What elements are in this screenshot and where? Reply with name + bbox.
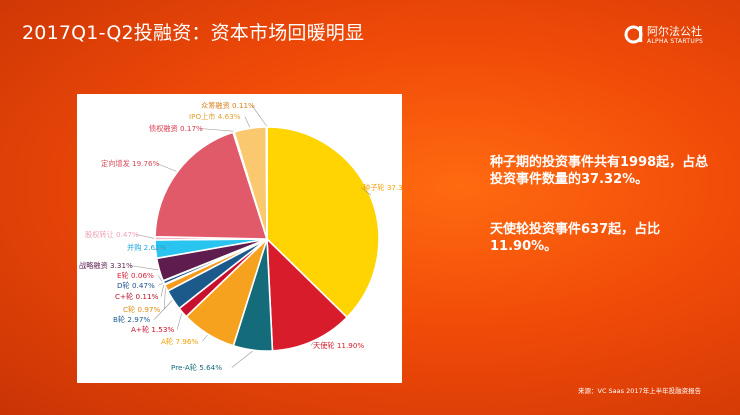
leader-line-14 bbox=[199, 128, 234, 132]
pie-chart: 种子轮 37.32% 天使轮 11.90% Pre-A轮 5.64% A轮 7.96%… bbox=[79, 101, 402, 372]
slice-label-15: IPO上市 4.63% bbox=[189, 112, 241, 121]
slice-label-14: 债权融资 0.17% bbox=[149, 124, 203, 133]
leader-line-16 bbox=[251, 105, 267, 127]
leader-line-1 bbox=[310, 341, 314, 346]
slice-label-9: E轮 0.06% bbox=[117, 271, 154, 280]
slice-label-10: 战略融资 3.31% bbox=[79, 261, 133, 270]
slice-label-2: Pre-A轮 5.64% bbox=[171, 363, 222, 372]
chart-panel: 种子轮 37.32% 天使轮 11.90% Pre-A轮 5.64% A轮 7.96%… bbox=[77, 94, 402, 383]
slice-label-8: D轮 0.47% bbox=[117, 281, 155, 290]
slice-label-7: C+轮 0.11% bbox=[115, 292, 159, 301]
slice-label-4: A+轮 1.53% bbox=[131, 325, 174, 334]
slice-label-6: C轮 0.97% bbox=[123, 305, 160, 314]
leader-line-9 bbox=[157, 275, 163, 282]
leader-line-0 bbox=[360, 187, 372, 196]
slice-label-13: 定向增发 19.76% bbox=[101, 159, 160, 168]
leader-line-2 bbox=[231, 350, 253, 368]
pie-slice-1 bbox=[266, 237, 349, 352]
leader-line-6 bbox=[163, 288, 166, 310]
leader-line-7 bbox=[160, 284, 164, 297]
slice-label-1: 天使轮 11.90% bbox=[313, 341, 364, 350]
pie-slice-13 bbox=[154, 131, 269, 240]
slice-label-5: B轮 2.97% bbox=[113, 315, 150, 324]
leader-line-10 bbox=[129, 265, 159, 271]
pie-slice-0 bbox=[266, 126, 380, 319]
leader-line-3 bbox=[201, 334, 208, 342]
logo-text-en: ALPHA STARTUPS bbox=[647, 38, 704, 45]
slice-label-0: 种子轮 37.32% bbox=[363, 183, 402, 192]
leader-line-4 bbox=[176, 313, 183, 330]
note-angel: 天使轮投资事件637起，占比11.90%。 bbox=[490, 222, 661, 254]
leader-line-15 bbox=[244, 116, 251, 128]
logo-text-cn: 阿尔法公社 bbox=[647, 25, 702, 38]
leader-line-13 bbox=[156, 163, 177, 172]
pie-slice-16 bbox=[265, 126, 268, 240]
page-title: 2017Q1-Q2投融资：资本市场回暖明显 bbox=[22, 22, 365, 44]
leader-line-11 bbox=[154, 247, 169, 250]
leader-line-12 bbox=[135, 234, 155, 239]
note-seed: 种子期的投资事件共有1998起，占总投资事件数量的37.32%。 bbox=[490, 155, 709, 187]
alpha-logo-icon bbox=[624, 25, 643, 44]
slice-label-12: 股权转让 0.47% bbox=[85, 230, 139, 239]
leader-line-5 bbox=[153, 300, 173, 320]
slice-label-3: A轮 7.96% bbox=[161, 337, 198, 346]
slice-label-11: 并购 2.62% bbox=[127, 243, 167, 252]
source-note: 来源：VC Saas 2017年上半年投融资报告 bbox=[578, 387, 702, 395]
leader-line-8 bbox=[158, 282, 164, 286]
slice-label-16: 众筹融资 0.11% bbox=[201, 101, 255, 110]
